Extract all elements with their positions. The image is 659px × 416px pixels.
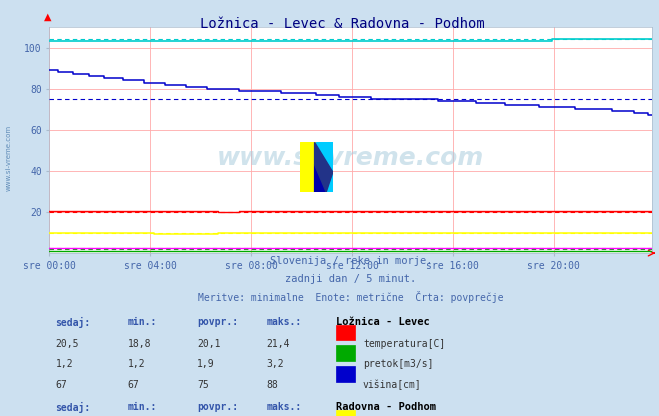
- Bar: [336, 324, 355, 340]
- Bar: [316, 142, 333, 192]
- Text: 18,8: 18,8: [128, 339, 152, 349]
- Text: temperatura[C]: temperatura[C]: [363, 339, 445, 349]
- Text: 21,4: 21,4: [266, 339, 290, 349]
- Text: min.:: min.:: [128, 317, 158, 327]
- Text: 88: 88: [266, 380, 278, 390]
- Bar: [336, 366, 355, 382]
- Text: 20,1: 20,1: [197, 339, 221, 349]
- Polygon shape: [314, 165, 326, 192]
- Bar: [300, 142, 316, 192]
- Text: sedaj:: sedaj:: [55, 402, 91, 414]
- Text: 1,9: 1,9: [197, 359, 215, 369]
- Text: Meritve: minimalne  Enote: metrične  Črta: povprečje: Meritve: minimalne Enote: metrične Črta:…: [198, 291, 503, 303]
- Text: Radovna - Podhom: Radovna - Podhom: [336, 402, 436, 412]
- Text: maks.:: maks.:: [266, 402, 302, 412]
- Text: Ložnica - Levec & Radovna - Podhom: Ložnica - Levec & Radovna - Podhom: [200, 17, 485, 32]
- Bar: [336, 410, 355, 416]
- Text: Ložnica - Levec: Ložnica - Levec: [336, 317, 430, 327]
- Text: 67: 67: [128, 380, 140, 390]
- Text: povpr.:: povpr.:: [197, 402, 239, 412]
- Polygon shape: [314, 142, 333, 192]
- Text: 1,2: 1,2: [128, 359, 146, 369]
- Text: zadnji dan / 5 minut.: zadnji dan / 5 minut.: [285, 274, 416, 284]
- Text: višina[cm]: višina[cm]: [363, 380, 422, 391]
- Text: ▲: ▲: [44, 12, 51, 22]
- Text: Slovenija / reke in morje.: Slovenija / reke in morje.: [270, 256, 432, 266]
- Text: 20,5: 20,5: [55, 339, 79, 349]
- Text: maks.:: maks.:: [266, 317, 302, 327]
- Text: www.si-vreme.com: www.si-vreme.com: [5, 125, 12, 191]
- Text: 1,2: 1,2: [55, 359, 73, 369]
- Text: min.:: min.:: [128, 402, 158, 412]
- Text: pretok[m3/s]: pretok[m3/s]: [363, 359, 434, 369]
- Text: 67: 67: [55, 380, 67, 390]
- Text: www.si-vreme.com: www.si-vreme.com: [217, 146, 484, 170]
- Bar: [336, 345, 355, 361]
- Text: sedaj:: sedaj:: [55, 317, 91, 328]
- Text: 75: 75: [197, 380, 209, 390]
- Text: povpr.:: povpr.:: [197, 317, 239, 327]
- Text: 3,2: 3,2: [266, 359, 284, 369]
